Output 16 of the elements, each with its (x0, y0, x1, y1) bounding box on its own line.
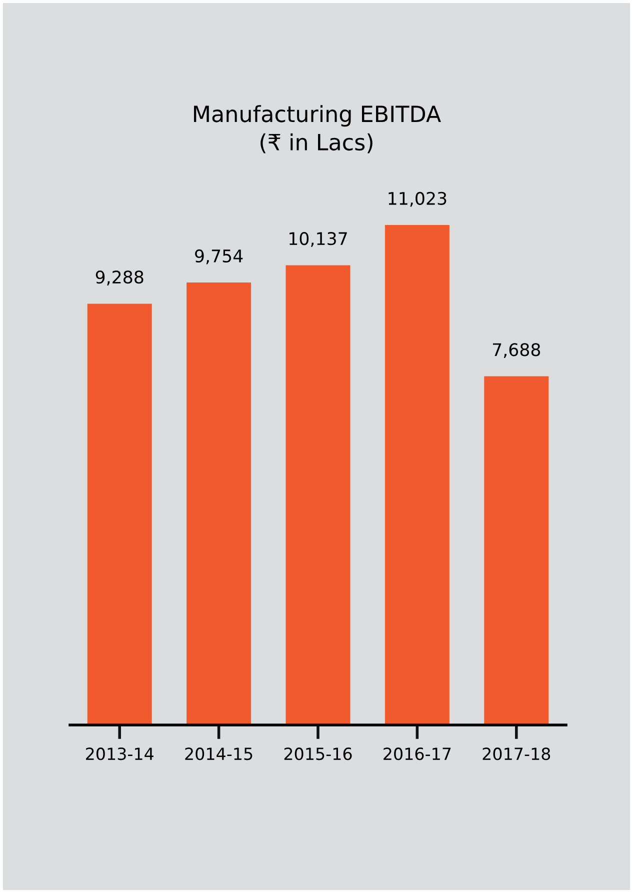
data-label: 9,288 (96, 270, 144, 286)
data-label: 10,137 (290, 232, 347, 247)
bar (286, 265, 350, 725)
bar (186, 282, 252, 725)
bar (384, 225, 450, 725)
x-tick-label: 2013-14 (86, 748, 154, 760)
data-label: 7,688 (492, 343, 540, 358)
x-tick-label: 2015-16 (284, 748, 352, 760)
data-label: 11,023 (388, 192, 446, 207)
chart-title: Manufacturing EBITDA (₹ in Lacs) (194, 105, 441, 154)
data-label: 9,754 (195, 249, 243, 264)
bar (87, 304, 152, 725)
x-tick-label: 2016-17 (384, 748, 451, 760)
x-tick-label: 2017-18 (482, 748, 550, 760)
bar (484, 376, 549, 725)
x-tick-label: 2014-15 (185, 748, 252, 760)
